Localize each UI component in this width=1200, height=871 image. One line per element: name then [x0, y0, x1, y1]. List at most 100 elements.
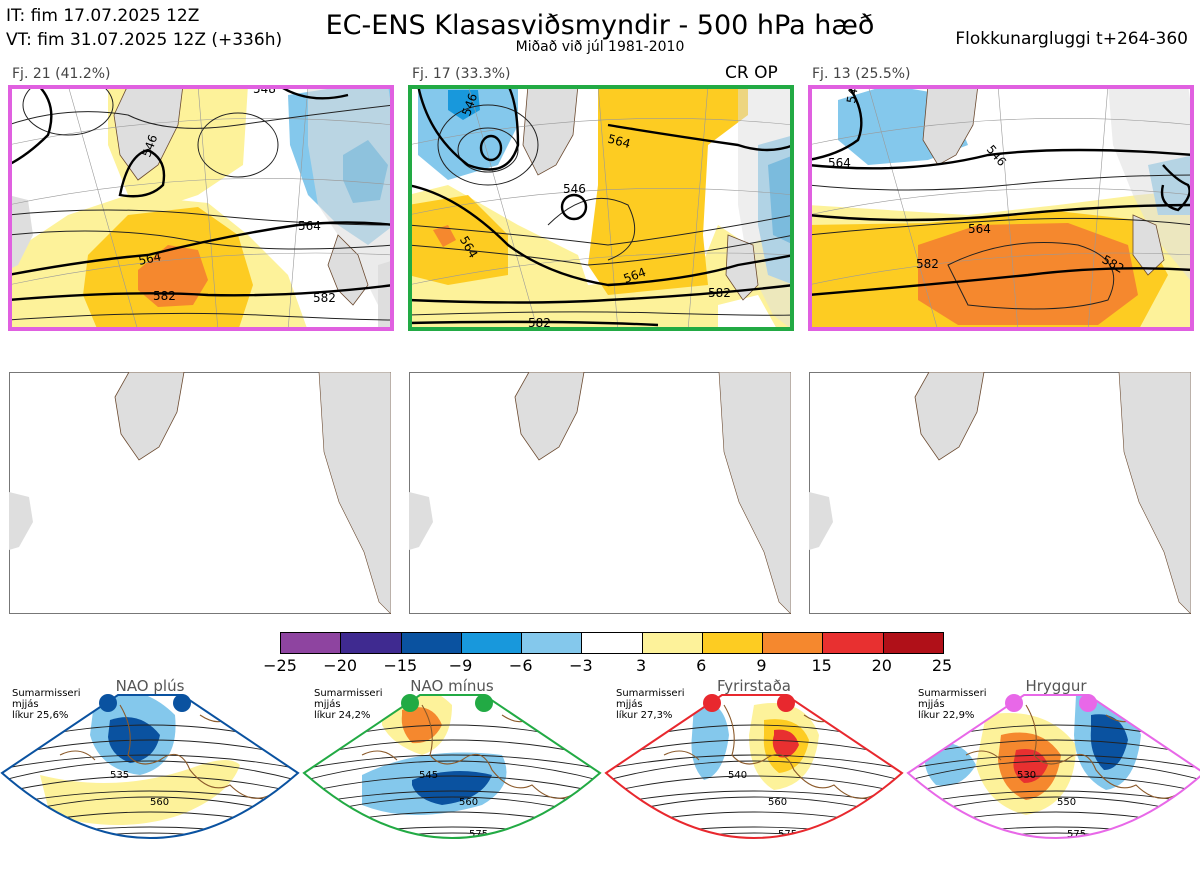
- regime-panel: 545 560 575 NAO mínus Sumarmisseri mjjás líkur…: [302, 675, 602, 871]
- regime-info-line: líkur 24,2%: [314, 710, 371, 721]
- contour-label: 546: [844, 85, 862, 104]
- contour-label: 582: [313, 291, 336, 305]
- regime-info-line: Sumarmisseri: [616, 688, 685, 699]
- regime-name: Hryggur: [1025, 677, 1087, 695]
- regime-outline: [0, 694, 300, 839]
- colorbar-ticks: −25 −20 −15 −9 −6 −3 3 6 9 15 20 25: [260, 656, 962, 676]
- height-contour: [606, 754, 902, 770]
- contour-label: 530: [1017, 770, 1036, 781]
- colorbar-swatch: [341, 633, 402, 653]
- regime-marker-dot: [1005, 694, 1023, 712]
- regime-map: 535 560: [0, 694, 300, 871]
- colorbar-swatch: [522, 633, 583, 653]
- contour-label: 560: [768, 797, 787, 808]
- colorbar-tick-label: 15: [811, 656, 832, 675]
- regime-info-line: mjjás: [616, 699, 643, 710]
- regime-marker-dot: [401, 694, 419, 712]
- contour-label: 575: [469, 829, 488, 840]
- regime-name: Fyrirstaða: [717, 677, 791, 695]
- anomaly-area: [412, 771, 492, 805]
- contour-label: 564: [968, 222, 991, 236]
- regime-marker-dot: [99, 694, 117, 712]
- height-contour: [304, 760, 600, 782]
- regime-name: NAO mínus: [410, 677, 494, 695]
- colorbar-swatch: [883, 633, 943, 653]
- height-contour: [0, 848, 300, 865]
- height-contour: [304, 775, 600, 794]
- contour-label: 582: [916, 257, 939, 271]
- colorbar-tick-label: −15: [383, 656, 418, 675]
- height-contour: [2, 832, 298, 838]
- height-contour: [606, 832, 902, 838]
- height-contour: [606, 775, 902, 794]
- height-contour: [302, 848, 602, 865]
- height-contour: [304, 811, 600, 830]
- empty-map-3: [809, 372, 1191, 614]
- height-contour: [908, 760, 1200, 782]
- colorbar: [280, 632, 944, 654]
- height-contour: [304, 790, 600, 806]
- contour-label: 564: [606, 132, 632, 151]
- regime-outline: [906, 694, 1200, 839]
- colorbar-tick-label: 25: [931, 656, 953, 675]
- height-contour: [604, 863, 904, 871]
- height-contour: [2, 790, 298, 806]
- contour-label: 560: [459, 797, 478, 808]
- height-contour: [606, 760, 902, 782]
- cluster-3-label: Fj. 13 (25.5%): [812, 66, 911, 82]
- regime-name: NAO plús: [115, 677, 185, 695]
- contour-label: 564: [298, 219, 321, 233]
- height-contour: [906, 848, 1200, 865]
- empty-map-2: [409, 372, 791, 614]
- regime-info: Sumarmisseri mjjás líkur 24,2%: [314, 688, 382, 721]
- height-contour: [906, 863, 1200, 871]
- colorbar-tick-label: −20: [323, 656, 358, 675]
- regime-info-line: Sumarmisseri: [918, 688, 987, 699]
- regime-marker-dot: [475, 694, 493, 712]
- height-contour: [304, 754, 600, 770]
- regime-panel: 530 550 575 Hryggur Sumarmisseri mjjás líkur 2…: [906, 675, 1200, 871]
- valid-time: VT: fim 31.07.2025 12Z (+336h): [6, 30, 283, 50]
- cluster-2-frame: [408, 85, 794, 331]
- height-contour: [2, 754, 298, 770]
- contour-label: 575: [1067, 829, 1086, 840]
- cluster-2-tag: CR OP: [725, 63, 778, 83]
- page-title: EC-ENS Klasasviðsmyndir - 500 hPa hæð: [325, 10, 875, 41]
- regime-info-line: mjjás: [12, 699, 39, 710]
- colorbar-tick-label: −3: [569, 656, 593, 675]
- colorbar-tick-label: −9: [448, 656, 473, 675]
- colorbar-tick-label: 20: [871, 656, 892, 675]
- cluster-1-label: Fj. 21 (41.2%): [12, 66, 111, 82]
- height-contour: [908, 775, 1200, 794]
- regime-map: 545 560 575: [302, 694, 602, 865]
- regime-info-line: Sumarmisseri: [12, 688, 81, 699]
- colorbar-swatch: [401, 633, 462, 653]
- regime-marker-dot: [777, 694, 795, 712]
- cluster-1-frame: [8, 85, 394, 331]
- regime-marker-dot: [173, 694, 191, 712]
- anomaly-area: [772, 729, 799, 758]
- anomaly-area: [1013, 749, 1048, 783]
- regime-outline: [604, 694, 904, 839]
- classification-window: Flokkunargluggi t+264-360: [955, 29, 1188, 49]
- regime-panel: 535 560 NAO plús Sumarmisseri mjjás líkur 25,…: [0, 675, 300, 871]
- contour-label: 540: [728, 770, 747, 781]
- contour-label: 575: [778, 829, 797, 840]
- cluster-2-label: Fj. 17 (33.3%): [412, 66, 511, 82]
- regime-info-line: líkur 22,9%: [918, 710, 975, 721]
- regime-info-line: mjjás: [918, 699, 945, 710]
- regime-info-line: mjjás: [314, 699, 341, 710]
- cluster-2-map: 546 564 546 564 564 582 582: [408, 85, 794, 331]
- contour-label: 535: [110, 770, 129, 781]
- height-contour: [0, 863, 300, 871]
- height-contour: [2, 760, 298, 782]
- height-contour: [2, 775, 298, 794]
- colorbar-swatch: [461, 633, 523, 653]
- contour-label: 546: [563, 182, 586, 196]
- regime-panel: 540 560 575 Fyrirstaða Sumarmisseri mjjás líku…: [604, 675, 904, 871]
- contour-label: 582: [153, 289, 176, 303]
- colorbar-swatch: [582, 633, 643, 653]
- regime-marker-dot: [703, 694, 721, 712]
- cluster-3-map: 546 564 546 564 582 582: [808, 85, 1194, 331]
- height-contour: [304, 832, 600, 838]
